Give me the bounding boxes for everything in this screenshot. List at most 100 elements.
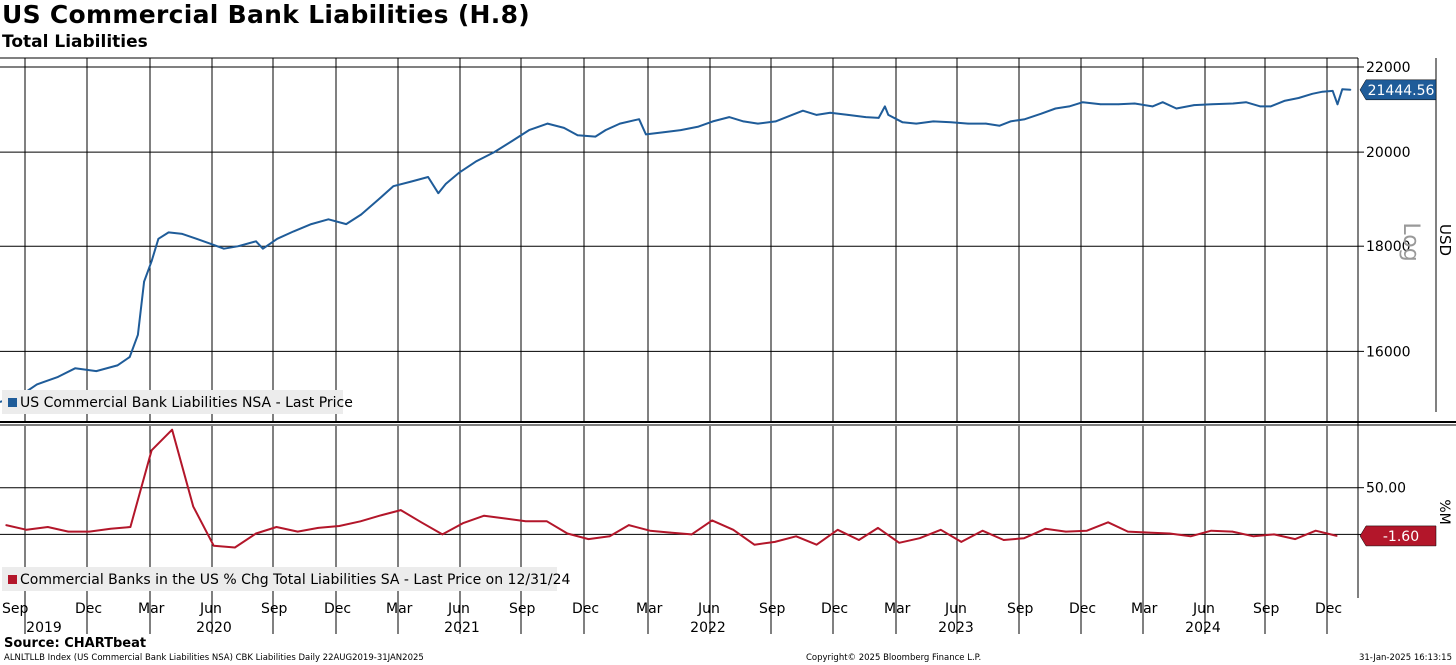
data-point (981, 529, 984, 532)
data-point (255, 532, 257, 535)
data-point (262, 247, 264, 250)
data-point (275, 526, 278, 528)
data-point (157, 238, 160, 240)
data-point (679, 129, 682, 131)
x-tick-label: Dec (1315, 601, 1342, 617)
data-point (864, 116, 867, 118)
x-tick-label: Dec (324, 601, 351, 617)
data-point (475, 160, 478, 162)
last-value-label: 21444.56 (1368, 83, 1435, 99)
data-point (594, 135, 597, 138)
y-tick-label-top: 20000 (1366, 145, 1411, 161)
data-point (74, 367, 76, 370)
x-tick-label: Mar (1131, 601, 1158, 617)
data-point (441, 533, 444, 536)
source-label: Source: CHARTbeat (4, 636, 147, 651)
data-point (317, 527, 320, 529)
data-point (1065, 530, 1067, 533)
data-point (546, 122, 549, 125)
data-point (791, 114, 793, 116)
x-tick-label: Sep (261, 601, 288, 617)
data-point (511, 140, 513, 142)
data-point (1349, 89, 1352, 91)
data-point (1133, 102, 1136, 105)
data-point (669, 531, 672, 534)
data-point (901, 121, 904, 124)
data-point (67, 530, 70, 533)
data-point (209, 242, 212, 245)
axis-scale-label: Log (1398, 222, 1423, 261)
data-point (774, 541, 776, 543)
data-point (757, 122, 759, 125)
data-point (338, 525, 341, 527)
data-point (1099, 103, 1102, 106)
x-tick-label: Sep (1007, 601, 1034, 617)
data-point (998, 124, 1001, 127)
data-point (950, 121, 952, 124)
data-point (427, 176, 429, 178)
data-point (753, 543, 756, 546)
data-point (858, 539, 860, 541)
data-point (1336, 535, 1338, 537)
x-tick-label: Jun (697, 601, 720, 617)
data-point (1068, 105, 1070, 108)
legend-box (2, 567, 557, 591)
data-point (1341, 88, 1344, 90)
data-point (697, 125, 700, 128)
year-label: 2021 (444, 620, 480, 636)
data-point (462, 522, 464, 524)
data-point (1294, 538, 1296, 540)
data-point (1245, 101, 1247, 103)
legend-swatch (8, 398, 17, 407)
data-point (458, 171, 461, 174)
data-point (1336, 103, 1339, 106)
x-tick-label: Jun (944, 601, 967, 617)
data-point (1314, 529, 1317, 532)
last-value-label: -1.60 (1383, 529, 1419, 545)
data-point (181, 233, 184, 235)
chart-title: US Commercial Bank Liabilities (H.8) (2, 0, 530, 29)
y-tick-label-top: 22000 (1366, 60, 1411, 76)
y-tick-label-bottom: 50.00 (1366, 481, 1406, 497)
data-point (359, 520, 362, 523)
data-point (310, 223, 313, 225)
data-point (1082, 101, 1084, 103)
data-point (1044, 528, 1047, 530)
data-point (638, 118, 640, 120)
data-point (1210, 529, 1212, 532)
data-point (150, 449, 153, 452)
data-point (1086, 529, 1088, 532)
data-point (493, 151, 496, 153)
data-point (292, 230, 295, 233)
year-label: 2023 (938, 620, 974, 636)
data-point (524, 520, 527, 523)
last-value-tags: 21444.56 -1.60 (1359, 79, 1437, 547)
data-point (795, 535, 797, 538)
data-point (1259, 105, 1262, 108)
data-point (47, 526, 49, 528)
data-point (276, 238, 279, 240)
data-point (504, 517, 507, 520)
data-point (967, 122, 969, 125)
data-point (1273, 533, 1275, 536)
data-point (619, 122, 621, 125)
data-point (0, 401, 1, 403)
data-point (95, 370, 98, 372)
data-point (728, 116, 730, 118)
data-point (237, 245, 240, 247)
data-point (546, 520, 548, 523)
data-point (420, 521, 423, 524)
x-tick-label: Jun (447, 601, 470, 617)
series-layer (0, 88, 1352, 549)
data-point (711, 519, 713, 522)
data-point (129, 526, 132, 528)
data-point (212, 544, 215, 547)
data-point (774, 120, 777, 123)
data-point (1054, 107, 1057, 110)
legend-box (2, 390, 343, 414)
data-point (1252, 535, 1255, 538)
data-point (1269, 105, 1272, 108)
year-label: 2024 (1185, 620, 1221, 636)
data-point (410, 180, 412, 183)
x-tick-label: Mar (884, 601, 911, 617)
